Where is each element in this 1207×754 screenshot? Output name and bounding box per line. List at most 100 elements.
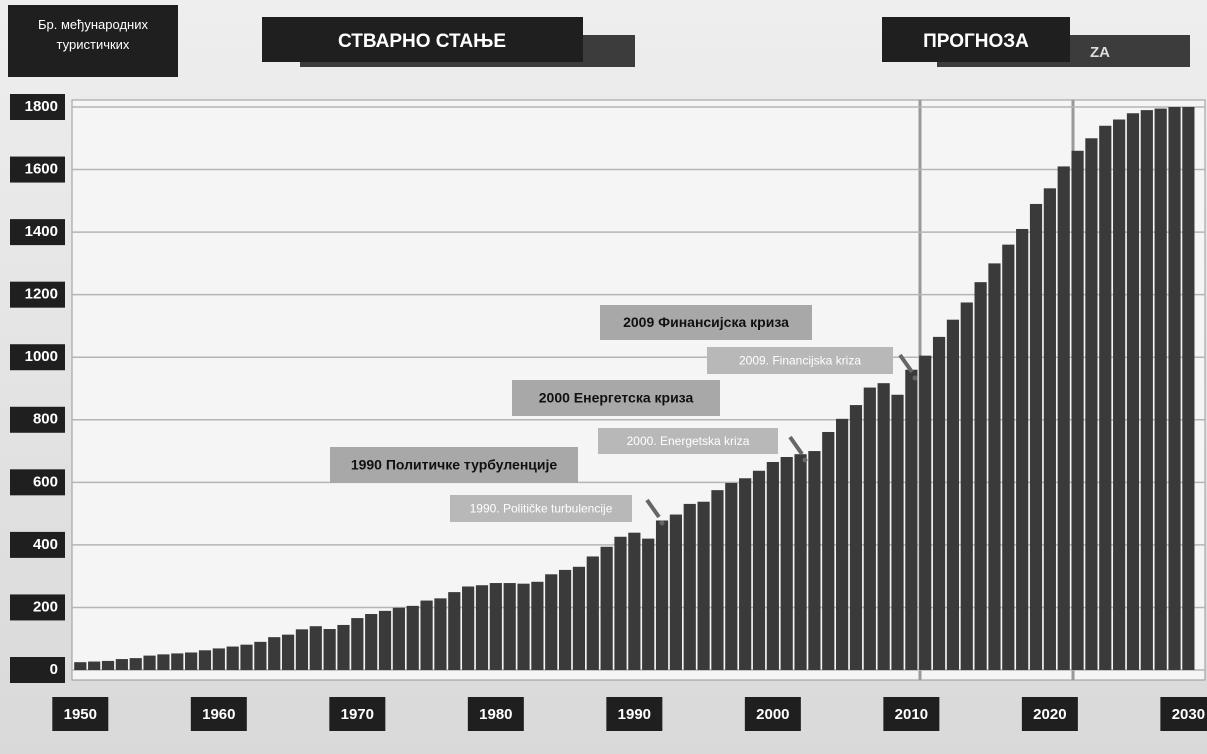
y-tick-box (10, 344, 65, 371)
bar (198, 650, 212, 670)
y-tick-box (10, 594, 65, 621)
bar (1057, 166, 1070, 670)
bar (157, 654, 170, 670)
y-tick-box (10, 469, 65, 496)
bar (517, 583, 530, 670)
bar (725, 482, 738, 670)
y-tick-label: 400 (33, 536, 58, 553)
bar (1099, 125, 1112, 671)
header-shadow-text: ZA (1090, 44, 1110, 61)
bar (919, 355, 932, 670)
bar (1126, 113, 1140, 670)
bar (752, 470, 766, 670)
bar (794, 454, 807, 670)
y-tick-box (10, 219, 65, 246)
x-tick-label: 2030 (1172, 706, 1205, 723)
bar (101, 660, 115, 670)
bar (434, 598, 447, 670)
y-tick-label: 0 (50, 661, 58, 678)
x-tick-box (1160, 697, 1207, 731)
bar (309, 626, 322, 670)
bar (475, 585, 489, 670)
bar (337, 624, 350, 670)
bar (1043, 188, 1056, 671)
header: ПРОГНОЗА (923, 31, 1029, 52)
bar (932, 336, 946, 670)
annotation: 2000. Energetska kriza (627, 434, 750, 448)
bar (572, 566, 586, 670)
bar (531, 581, 544, 670)
bar (1029, 203, 1043, 670)
x-tick-box (744, 697, 801, 731)
bar (1016, 228, 1029, 670)
bar (1182, 107, 1195, 670)
y-tick-label: 800 (33, 411, 58, 428)
bar (295, 629, 309, 670)
y-tick-label: 1200 (25, 286, 58, 303)
x-tick-box (1021, 697, 1078, 731)
bar (88, 661, 101, 670)
bar (240, 644, 253, 670)
x-tick-label: 2000 (756, 706, 789, 723)
bar (503, 583, 516, 670)
bar (822, 431, 835, 670)
annotation-box (330, 447, 578, 483)
bar (960, 302, 973, 670)
y-tick-box (10, 156, 65, 183)
x-tick-box (190, 697, 247, 731)
bar (212, 648, 225, 670)
annotation: 2009 Финансијска криза (623, 314, 789, 330)
bar (74, 662, 87, 670)
x-tick-label: 1960 (202, 706, 235, 723)
header-box (262, 17, 583, 62)
bar (351, 618, 364, 670)
exclamation (645, 498, 661, 519)
x-tick-label: 1980 (479, 706, 512, 723)
bar (836, 418, 849, 670)
y-tick-label: 1000 (25, 348, 58, 365)
bar (974, 282, 987, 670)
bar (392, 607, 405, 670)
bar (808, 451, 821, 670)
bar (378, 610, 392, 670)
annotation: 2009. Financijska kriza (739, 354, 861, 368)
bar (268, 637, 281, 670)
bar (185, 652, 198, 670)
bar (1113, 119, 1126, 670)
bar (586, 556, 599, 670)
exclamation-dot (659, 520, 665, 526)
exclamation (788, 435, 804, 456)
bar (683, 503, 696, 670)
bar (420, 600, 433, 670)
x-tick-label: 2020 (1033, 706, 1066, 723)
bar (766, 462, 779, 670)
bar (129, 658, 142, 670)
exclamation-dot (912, 375, 918, 381)
bar (365, 614, 378, 670)
y-tick-label: 200 (33, 598, 58, 615)
annotation-box (598, 428, 778, 454)
annotation-box (450, 495, 632, 522)
y-tick-label: 1600 (25, 161, 58, 178)
bar (642, 538, 655, 670)
y-tick-box (10, 531, 65, 558)
bar (600, 546, 613, 670)
bar (1154, 108, 1167, 670)
annotation: 1990 Политичке турбуленције (351, 457, 558, 473)
bar (1140, 110, 1153, 670)
annotation: 1990. Političke turbulencije (470, 502, 613, 516)
exclamation-dot (802, 457, 808, 463)
bar (171, 653, 184, 670)
bar (628, 532, 641, 670)
bar (946, 319, 960, 670)
x-tick-box (606, 697, 663, 731)
bar (697, 501, 710, 670)
bar (462, 586, 475, 670)
x-tick-box (52, 697, 109, 731)
bar (1085, 138, 1098, 670)
x-tick-label: 2010 (895, 706, 928, 723)
y-tick-box (10, 657, 65, 683)
y-tick-box (10, 94, 65, 120)
